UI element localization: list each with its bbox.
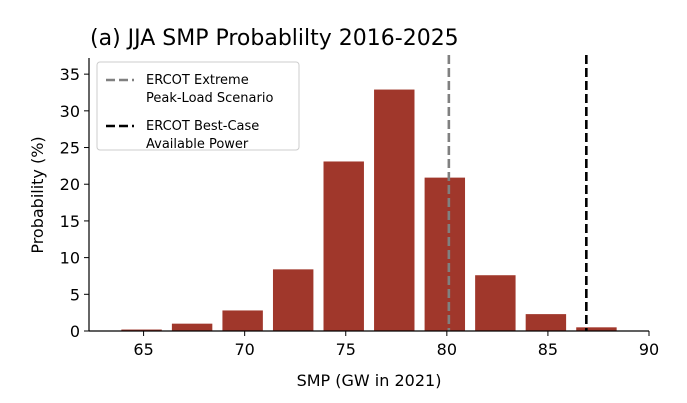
legend-label-0-0: ERCOT Extreme <box>146 73 249 88</box>
y-axis-label: Probability (%) <box>28 136 47 253</box>
y-ticks-group: 0 5 10 15 20 25 30 35 <box>60 65 89 341</box>
x-tick-label-0: 65 <box>133 340 153 359</box>
bar-9 <box>576 327 617 331</box>
y-tick-label-4: 20 <box>60 175 80 194</box>
bar-0 <box>121 329 162 331</box>
x-tick-label-5: 90 <box>639 340 659 359</box>
x-tick-label-4: 85 <box>538 340 558 359</box>
bar-8 <box>525 314 567 331</box>
y-tick-label-2: 10 <box>60 249 80 268</box>
y-tick-label-3: 15 <box>60 212 80 231</box>
x-tick-label-3: 80 <box>437 340 457 359</box>
x-tick-label-1: 70 <box>234 340 254 359</box>
y-tick-label-0: 0 <box>70 322 80 341</box>
y-tick-label-1: 5 <box>70 285 80 304</box>
bar-3 <box>272 269 314 331</box>
bars-group <box>121 89 617 331</box>
reference-lines-group <box>447 55 588 331</box>
x-axis-label: SMP (GW in 2021) <box>297 371 442 390</box>
x-tick-label-2: 75 <box>336 340 356 359</box>
bar-2 <box>222 310 263 331</box>
bar-1 <box>171 323 213 331</box>
y-tick-label-6: 30 <box>60 102 80 121</box>
bar-4 <box>323 161 364 331</box>
x-ticks-group: 65 70 75 80 85 90 <box>133 331 659 359</box>
legend-label-0-1: Peak-Load Scenario <box>146 91 273 106</box>
legend-label-1-0: ERCOT Best-Case <box>146 119 259 134</box>
y-tick-label-5: 25 <box>60 139 80 158</box>
legend-frame <box>96 61 300 151</box>
bar-7 <box>475 275 516 331</box>
bar-6 <box>424 177 466 331</box>
legend-label-1-1: Available Power <box>146 137 249 152</box>
chart-title: (a) JJA SMP Probablilty 2016-2025 <box>90 26 459 51</box>
bar-5 <box>374 89 415 331</box>
legend: ERCOT Extreme Peak-Load Scenario ERCOT Bes… <box>96 61 300 152</box>
y-tick-label-7: 35 <box>60 65 80 84</box>
